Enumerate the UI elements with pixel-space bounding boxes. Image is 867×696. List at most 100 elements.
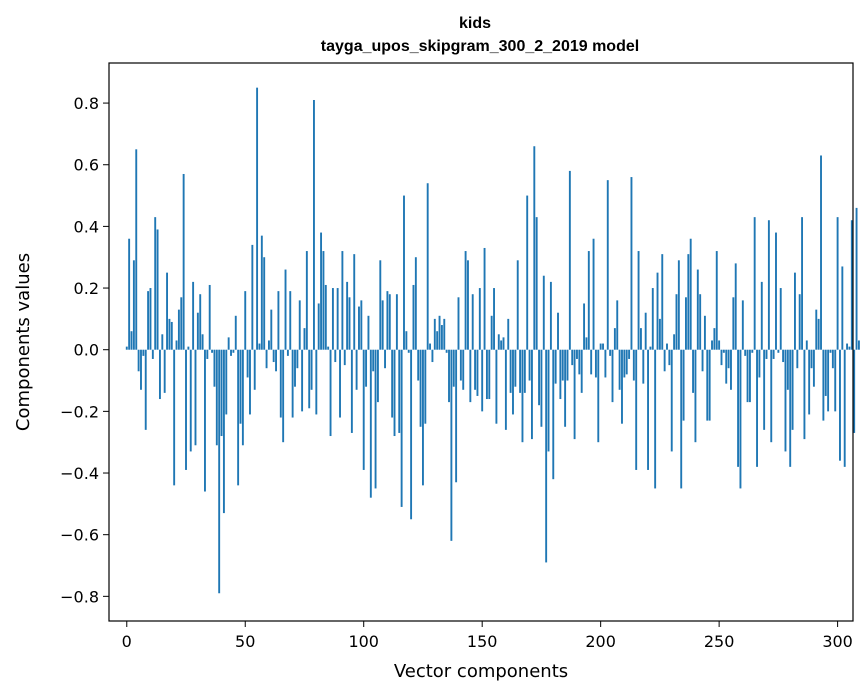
- bar: [767, 220, 770, 350]
- bar: [386, 291, 389, 350]
- bar: [606, 180, 609, 350]
- bar: [635, 349, 638, 470]
- bar: [642, 349, 645, 384]
- bar: [741, 300, 744, 350]
- bar: [500, 340, 503, 350]
- bar: [834, 349, 837, 412]
- bar: [654, 349, 657, 489]
- bar: [168, 318, 171, 350]
- bar: [455, 349, 458, 483]
- bar: [177, 309, 180, 350]
- bar: [438, 315, 441, 350]
- bar: [381, 300, 384, 350]
- bar: [400, 349, 403, 507]
- bar: [310, 349, 313, 390]
- bar: [483, 247, 486, 350]
- chart-title: kids: [459, 15, 491, 32]
- bar: [775, 232, 777, 350]
- bar: [374, 349, 377, 489]
- bar: [611, 349, 614, 403]
- bar: [777, 349, 780, 353]
- bar: [822, 349, 825, 421]
- bar: [450, 349, 453, 541]
- bar: [791, 349, 794, 430]
- bar: [322, 251, 325, 350]
- bar: [573, 349, 576, 440]
- bar: [331, 288, 334, 350]
- bar: [782, 349, 785, 363]
- bar: [580, 349, 583, 393]
- bar: [552, 349, 555, 480]
- bar: [367, 315, 370, 350]
- bar: [452, 349, 455, 387]
- bar: [225, 349, 228, 415]
- bar: [779, 288, 782, 350]
- bar: [609, 349, 612, 356]
- bar: [713, 328, 716, 350]
- bar: [677, 260, 680, 350]
- bar: [578, 349, 581, 375]
- x-tick-label: 100: [348, 632, 379, 651]
- bar: [765, 349, 768, 359]
- bar: [734, 263, 737, 350]
- bar: [507, 318, 510, 350]
- bar: [211, 349, 214, 353]
- bar: [772, 349, 775, 359]
- bar: [286, 349, 289, 356]
- bar: [469, 349, 472, 403]
- bar: [222, 349, 225, 514]
- y-tick-label: −0.6: [60, 526, 99, 545]
- bar: [208, 284, 211, 350]
- bar: [853, 349, 856, 433]
- bar: [644, 312, 647, 350]
- bar: [137, 349, 140, 372]
- bar: [241, 349, 244, 446]
- bar: [237, 349, 240, 486]
- bar: [557, 312, 559, 350]
- bar: [410, 349, 413, 520]
- bar: [182, 173, 185, 350]
- bar: [763, 349, 766, 430]
- bar: [206, 349, 209, 359]
- bar: [592, 238, 595, 350]
- bar: [703, 315, 706, 350]
- bar: [810, 349, 813, 369]
- bar: [850, 220, 853, 350]
- bar: [495, 349, 498, 424]
- bar: [647, 349, 649, 470]
- bar: [308, 349, 311, 409]
- bar: [305, 251, 308, 350]
- bar: [587, 251, 590, 350]
- bar: [426, 183, 429, 350]
- bar: [542, 275, 545, 350]
- bar: [651, 288, 654, 350]
- bar: [147, 291, 150, 350]
- bar: [474, 349, 477, 390]
- bar: [360, 300, 363, 350]
- y-tick-label: 0.2: [74, 279, 99, 298]
- bar: [540, 349, 543, 427]
- bar: [621, 349, 623, 424]
- bar: [803, 349, 806, 440]
- bar: [571, 349, 574, 366]
- bar: [685, 297, 687, 350]
- bar: [545, 349, 548, 563]
- bar: [348, 297, 351, 350]
- bar: [725, 349, 728, 384]
- bar: [234, 315, 237, 350]
- bar: [805, 340, 808, 350]
- y-tick-label: 0.4: [74, 217, 99, 236]
- bar: [166, 272, 168, 350]
- y-tick-label: −0.8: [60, 587, 99, 606]
- bar: [708, 349, 711, 421]
- bar-series: [125, 87, 860, 594]
- bar: [739, 349, 742, 489]
- bar: [151, 349, 154, 359]
- bar: [630, 177, 633, 350]
- bar: [597, 349, 600, 443]
- x-axis-ticks: 0 50 100 150 200 250 300: [122, 621, 853, 651]
- bar: [170, 321, 173, 350]
- bar: [393, 349, 396, 437]
- bar: [478, 288, 481, 350]
- bar: [748, 349, 751, 403]
